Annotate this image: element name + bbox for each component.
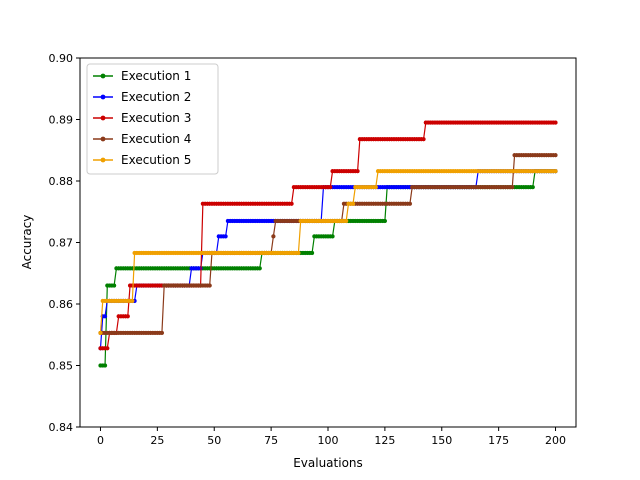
y-tick-label: 0.89 xyxy=(49,114,74,127)
data-point xyxy=(553,169,558,174)
data-point xyxy=(382,218,388,224)
data-point xyxy=(102,363,108,368)
data-point xyxy=(296,250,301,256)
data-point xyxy=(102,314,108,319)
data-point xyxy=(407,201,413,206)
y-axis-label: Accuracy xyxy=(20,215,34,270)
x-axis: 0 25 50 75 100 125 150 175 200 xyxy=(97,427,566,447)
data-point xyxy=(344,218,349,224)
legend-marker xyxy=(100,94,106,100)
legend-label: Execution 2 xyxy=(121,90,191,104)
legend-marker xyxy=(100,157,106,163)
legend-label: Execution 1 xyxy=(121,69,191,83)
x-tick-label: 25 xyxy=(150,434,164,447)
x-tick-label: 150 xyxy=(431,434,452,447)
data-point xyxy=(111,283,117,288)
data-point xyxy=(223,234,228,239)
x-tick-label: 0 xyxy=(97,434,104,447)
data-point xyxy=(553,120,558,125)
x-tick-label: 75 xyxy=(264,434,278,447)
legend-label: Execution 5 xyxy=(121,153,191,167)
data-point xyxy=(530,185,535,190)
x-tick-label: 200 xyxy=(545,434,566,447)
legend-label: Execution 4 xyxy=(121,132,191,146)
x-tick-label: 100 xyxy=(318,434,339,447)
data-point xyxy=(309,250,315,256)
y-tick-label: 0.90 xyxy=(49,52,74,65)
data-point xyxy=(328,185,333,190)
data-point xyxy=(257,266,262,271)
x-tick-label: 50 xyxy=(207,434,221,447)
data-point xyxy=(130,298,135,304)
legend-item: Execution 3 xyxy=(93,111,191,125)
x-tick-label: 125 xyxy=(374,434,395,447)
data-point xyxy=(271,234,276,239)
data-point xyxy=(553,153,558,158)
data-point xyxy=(421,137,426,142)
data-point xyxy=(350,201,356,206)
data-point xyxy=(355,169,360,174)
series-execution-5 xyxy=(98,169,558,336)
legend: Execution 1 Execution 2 Execution 3 Executi… xyxy=(86,63,219,175)
data-point xyxy=(373,185,378,190)
data-point xyxy=(289,201,294,206)
legend-marker xyxy=(100,73,106,79)
y-axis: 0.84 0.85 0.86 0.87 0.88 0.89 0.90 xyxy=(49,52,80,434)
y-tick-label: 0.85 xyxy=(49,360,74,373)
legend-marker xyxy=(100,136,106,142)
series-layer xyxy=(98,120,558,368)
x-axis-label: Evaluations xyxy=(293,456,363,470)
data-point xyxy=(510,185,515,190)
y-tick-label: 0.84 xyxy=(49,421,74,434)
data-point xyxy=(207,283,212,288)
data-point xyxy=(330,234,335,239)
data-point xyxy=(159,330,165,336)
legend-box xyxy=(86,63,219,175)
data-point xyxy=(98,330,103,336)
y-tick-label: 0.86 xyxy=(49,298,74,311)
legend-marker xyxy=(100,115,106,121)
legend-label: Execution 3 xyxy=(121,111,191,125)
legend-item: Execution 2 xyxy=(93,90,191,104)
x-tick-label: 175 xyxy=(488,434,509,447)
data-point xyxy=(105,346,110,351)
data-point xyxy=(125,314,130,319)
legend-item: Execution 5 xyxy=(93,153,191,167)
y-tick-label: 0.88 xyxy=(49,175,74,188)
legend-item: Execution 1 xyxy=(93,69,191,83)
legend-item: Execution 4 xyxy=(93,132,191,146)
y-tick-label: 0.87 xyxy=(49,237,74,250)
